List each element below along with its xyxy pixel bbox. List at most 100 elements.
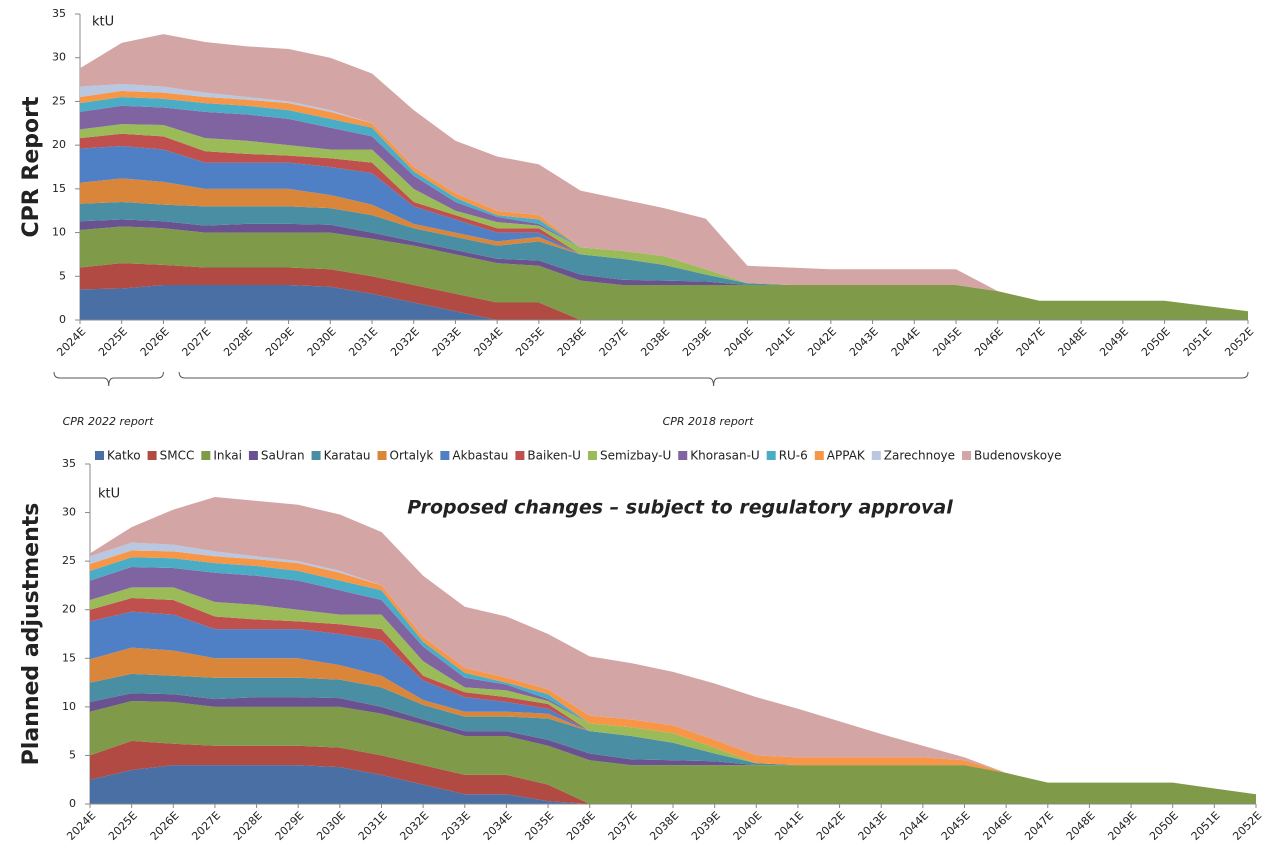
x-tick-label: 2025E [106,809,140,843]
legend-swatch [871,451,881,460]
x-tick-label: 2024E [54,325,88,359]
x-tick-label: 2048E [1055,325,1089,359]
area-series: Akbastau [80,146,1248,312]
y-tick-label: 5 [59,269,66,282]
unit-label: ktU [92,15,114,30]
legend-swatch [962,451,972,460]
x-tick-label: 2049E [1097,325,1131,359]
area-series: Semizbay-U [90,587,1256,795]
area-series: Inkai [90,701,1256,804]
area-series: Khorasan-U [80,105,1248,312]
x-tick-label: 2051E [1189,809,1223,843]
x-tick-label: 2048E [1064,809,1098,843]
area-series: Baiken-U [80,133,1248,312]
x-tick-label: 2031E [356,809,390,843]
y-tick-label: 5 [69,748,76,761]
x-tick-label: 2041E [763,325,797,359]
legend-swatch [95,451,104,460]
area-series: Khorasan-U [90,566,1256,795]
area-series: Budenovskoye [90,497,1256,795]
y-tick-label: 20 [62,603,76,616]
legend-label: SMCC [160,449,195,463]
x-tick-label: 2026E [138,325,172,359]
area-series: Semizbay-U [80,124,1248,312]
x-tick-label: 2032E [397,809,431,843]
x-tick-label: 2025E [96,325,130,359]
legend-swatch [377,451,387,460]
x-tick-label: 2034E [481,809,515,843]
y-tick-label: 25 [62,554,76,567]
x-tick-label: 2036E [555,325,589,359]
legend-label: Zarechnoye [884,449,955,463]
legend-label: Budenovskoye [974,449,1062,463]
area-series: Karatau [80,201,1248,312]
x-tick-label: 2042E [805,325,839,359]
y-tick-label: 0 [69,797,76,810]
legend-label: Khorasan-U [690,449,759,463]
legend-label: Inkai [213,449,242,463]
legend-swatch [678,451,688,460]
x-tick-label: 2043E [856,809,890,843]
legend-swatch [440,451,450,460]
x-tick-label: 2033E [430,325,464,359]
area-series: Ortalyk [90,647,1256,795]
x-tick-label: 2036E [564,809,598,843]
legend-swatch [201,451,211,460]
x-tick-label: 2027E [189,809,223,843]
legend-label: Katko [107,449,141,463]
x-tick-label: 2052E [1222,325,1256,359]
x-tick-label: 2050E [1147,809,1181,843]
legend-swatch [814,451,824,460]
area-series: Budenovskoye [80,34,1248,312]
brace [53,371,164,387]
x-tick-label: 2031E [346,325,380,359]
x-tick-label: 2028E [231,809,265,843]
legend-swatch [766,451,776,460]
x-tick-label: 2042E [814,809,848,843]
area-series: Ortalyk [80,178,1248,312]
x-tick-label: 2040E [731,809,765,843]
x-tick-label: 2035E [522,809,556,843]
annotation: CPR 2018 report [663,415,754,428]
x-tick-label: 2043E [847,325,881,359]
x-tick-label: 2051E [1181,325,1215,359]
annotation: Proposed changes – subject to regulatory… [407,497,953,519]
legend-label: Baiken-U [527,449,581,463]
annotation: CPR 2022 report [63,415,154,428]
x-tick-label: 2046E [980,809,1014,843]
x-tick-label: 2024E [64,809,98,843]
x-tick-label: 2033E [439,809,473,843]
x-tick-label: 2038E [638,325,672,359]
y-axis-label: Planned adjustments [19,503,44,766]
legend-swatch [147,451,157,460]
brace [178,371,1249,387]
legend-label: Akbastau [452,449,508,463]
legend-swatch [248,451,258,460]
y-tick-label: 35 [62,457,76,470]
y-tick-label: 15 [62,651,76,664]
x-tick-label: 2039E [689,809,723,843]
legend-label: Karatau [324,449,371,463]
x-tick-label: 2046E [972,325,1006,359]
x-tick-label: 2037E [597,325,631,359]
x-tick-label: 2037E [606,809,640,843]
area-series: Katko [90,765,1256,804]
y-tick-label: 20 [52,138,66,151]
x-tick-label: 2032E [388,325,422,359]
x-tick-label: 2050E [1139,325,1173,359]
x-tick-label: 2030E [314,809,348,843]
area-series: SMCC [90,740,1256,804]
legend-label: RU-6 [779,449,808,463]
x-tick-label: 2041E [772,809,806,843]
x-tick-label: 2030E [305,325,339,359]
y-tick-label: 25 [52,94,66,107]
legend-swatch [587,451,597,460]
y-tick-label: 0 [59,313,66,326]
area-series: Akbastau [90,611,1256,795]
x-tick-label: 2029E [263,325,297,359]
y-tick-label: 35 [52,7,66,20]
y-tick-label: 10 [52,226,66,239]
x-tick-label: 2044E [897,809,931,843]
x-tick-label: 2034E [471,325,505,359]
